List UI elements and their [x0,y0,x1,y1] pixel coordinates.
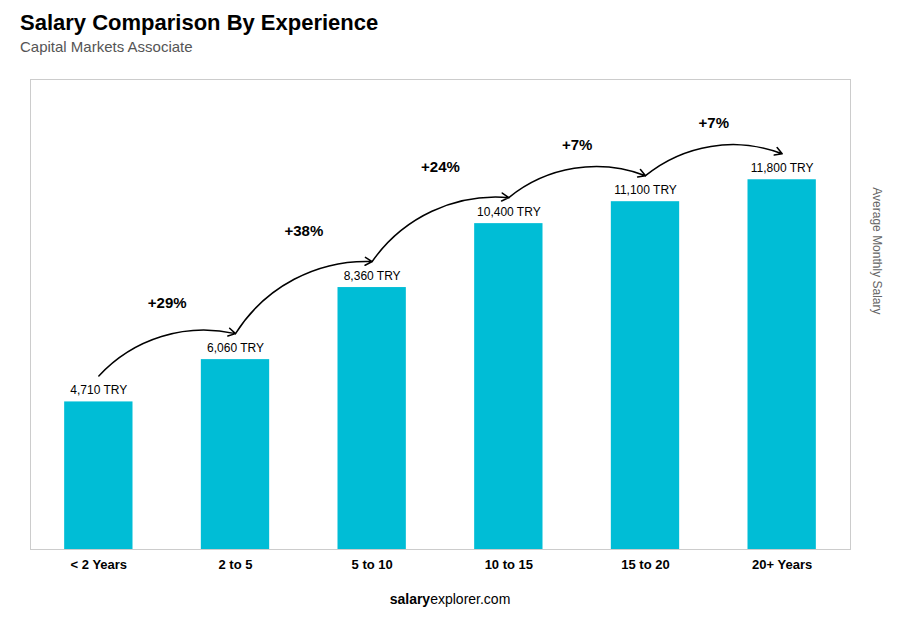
svg-text:5 to 10: 5 to 10 [352,557,393,572]
svg-text:2 to 5: 2 to 5 [219,557,253,572]
svg-text:11,800 TRY: 11,800 TRY [751,161,814,175]
html-text:Capital Markets Associate: Capital Markets Associate [20,38,193,55]
svg-text:Average Monthly Salary: Average Monthly Salary [870,187,884,314]
svg-text:6,060 TRY: 6,060 TRY [207,341,264,355]
svg-text:+29%: +29% [148,294,187,311]
svg-text:4,710 TRY: 4,710 TRY [70,383,127,397]
svg-text:10 to 15: 10 to 15 [485,557,533,572]
svg-text:20+ Years: 20+ Years [752,557,812,572]
svg-text:15 to 20: 15 to 20 [621,557,669,572]
svg-text:8,360 TRY: 8,360 TRY [344,269,401,283]
svg-text:+24%: +24% [421,158,460,175]
svg-text:11,100 TRY: 11,100 TRY [614,183,677,197]
svg-text:+7%: +7% [699,114,729,131]
html-text:Salary Comparison By Experienc: Salary Comparison By Experience [20,10,379,35]
svg-text:+38%: +38% [284,222,323,239]
html-text:salary explorer.com: salary explorer.com [389,591,511,607]
svg-text:+7%: +7% [562,136,592,153]
svg-text:< 2 Years: < 2 Years [71,557,128,572]
svg-text:10,400 TRY: 10,400 TRY [477,205,541,219]
